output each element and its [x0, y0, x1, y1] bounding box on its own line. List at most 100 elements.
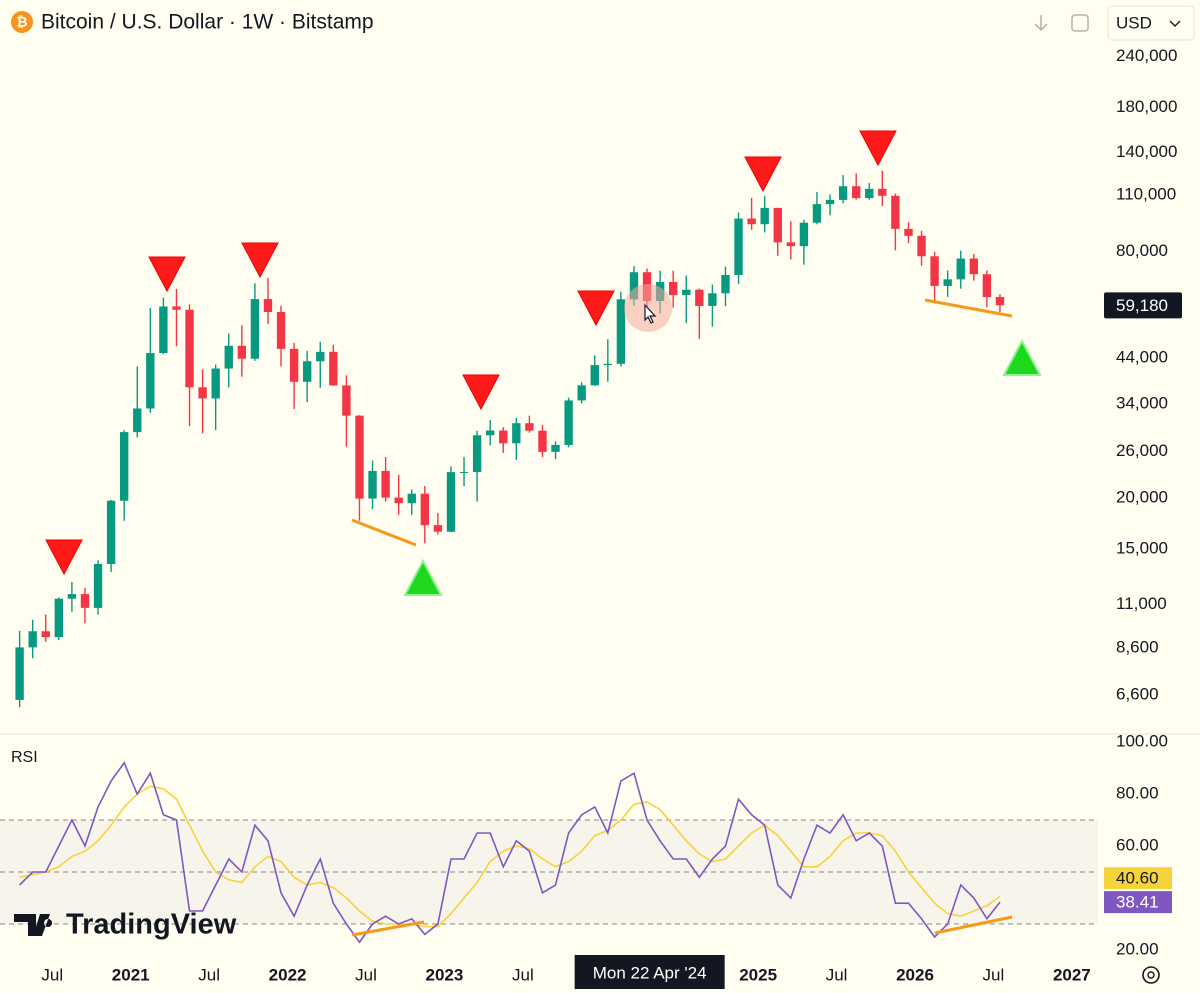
- cursor-icon: [644, 303, 657, 324]
- sell-marker: [148, 256, 186, 293]
- x-tick-label: Jul: [355, 965, 377, 984]
- candle-body: [485, 430, 495, 436]
- candle-body: [433, 525, 443, 532]
- candle-body: [603, 363, 613, 366]
- sell-marker: [462, 374, 500, 411]
- divergence-line: [351, 518, 417, 547]
- candle-body: [825, 199, 835, 205]
- rsi-value-box: [1104, 891, 1172, 914]
- candle-body: [851, 186, 861, 199]
- dropdown-arrow: [1169, 20, 1181, 27]
- y-tick-label: 26,000: [1116, 441, 1168, 460]
- divergence-line: [351, 920, 425, 937]
- candle-body: [512, 423, 521, 444]
- divergence-line: [934, 915, 1013, 935]
- crosshair-box: [574, 955, 725, 989]
- candle-body: [812, 204, 822, 223]
- candle-body: [302, 361, 312, 382]
- bitcoin-glyph: ₿: [16, 14, 27, 30]
- candle-body: [133, 408, 142, 433]
- candle-body: [368, 470, 377, 499]
- candle-body: [407, 493, 416, 504]
- candle-body: [67, 594, 77, 599]
- y-tick-label: 15,000: [1116, 539, 1168, 558]
- x-tick-label: 2021: [112, 965, 150, 984]
- x-tick-label: 2025: [739, 965, 777, 984]
- candle-body: [943, 279, 952, 286]
- y-tick-label: 110,000: [1116, 185, 1176, 204]
- y-tick-label: 44,000: [1116, 347, 1168, 366]
- candle-body: [224, 345, 233, 369]
- y-tick-label: 240,000: [1116, 46, 1177, 65]
- candle-body: [93, 563, 103, 608]
- candle-body: [865, 188, 874, 199]
- candle-body: [185, 309, 194, 388]
- sell-marker: [241, 242, 279, 279]
- download-icon[interactable]: [1034, 15, 1048, 32]
- front-layer: 240,000 180,000 140,000 110,000 80,000 44,000…: [41, 46, 1182, 989]
- candle-body: [799, 222, 809, 247]
- rsi-tick-label: 80.00: [1116, 783, 1159, 802]
- candle-body: [119, 432, 129, 501]
- candle-body: [682, 289, 691, 296]
- candle-body: [786, 242, 796, 247]
- x-tick-label: 2023: [426, 965, 464, 984]
- candle-body: [577, 385, 586, 401]
- candle-body: [747, 218, 756, 225]
- candle-body: [695, 289, 704, 306]
- candle-body: [106, 500, 116, 564]
- candle-body: [446, 472, 456, 532]
- candle-body: [891, 195, 900, 229]
- rsi-tick-label: 60.00: [1116, 835, 1159, 854]
- last-price-box: [1104, 292, 1182, 319]
- candle-body: [904, 228, 913, 236]
- candle-body: [564, 400, 573, 445]
- candle-body: [316, 351, 325, 362]
- divergence-line: [924, 298, 1013, 318]
- y-tick-label: 80,000: [1116, 241, 1168, 260]
- buy-marker: [403, 558, 443, 596]
- settings-icon[interactable]: [1142, 966, 1160, 984]
- candle-body: [250, 299, 260, 359]
- candle-body: [198, 387, 207, 399]
- candle-body: [289, 348, 299, 382]
- rsi-title: RSI: [11, 749, 38, 766]
- x-tick-label: 2022: [269, 965, 307, 984]
- candle-body: [760, 207, 769, 225]
- crosshair-label: Mon 22 Apr '24: [593, 963, 707, 982]
- candle-body: [329, 351, 338, 386]
- candle-body: [668, 281, 678, 296]
- candle-body: [41, 631, 50, 638]
- currency-selector[interactable]: [1107, 5, 1195, 41]
- rsi-tick-label: 100.00: [1116, 731, 1168, 750]
- candle-body: [276, 311, 286, 349]
- candle-body: [420, 493, 430, 526]
- x-tick-label: 2026: [896, 965, 934, 984]
- back-layer: [0, 170, 1098, 944]
- candle-body: [878, 188, 887, 196]
- candle-body: [538, 430, 547, 452]
- fullscreen-icon[interactable]: [1071, 14, 1089, 32]
- rsi-tick-label: 20.00: [1116, 939, 1159, 958]
- rsi-line: [19, 761, 1001, 944]
- candle-body: [263, 299, 273, 312]
- rsi-value-box: [1104, 867, 1172, 890]
- candle-body: [342, 385, 351, 416]
- sell-marker: [744, 156, 782, 193]
- rsi-value-label: 40.60: [1116, 869, 1159, 888]
- sell-marker: [45, 539, 83, 576]
- chart-title: Bitcoin / U.S. Dollar · 1W · Bitstamp: [41, 11, 374, 34]
- candle-body: [80, 594, 90, 608]
- candle-body: [734, 218, 743, 275]
- y-tick-label: 140,000: [1116, 142, 1177, 161]
- settings-icon-center: [1147, 971, 1155, 979]
- tradingview-logo: [14, 914, 53, 936]
- sell-marker: [577, 290, 615, 327]
- candle-body: [956, 258, 965, 280]
- candle-body: [616, 299, 626, 364]
- x-tick-label: Jul: [983, 965, 1005, 984]
- candle-body: [172, 306, 181, 310]
- candle-body: [54, 598, 64, 638]
